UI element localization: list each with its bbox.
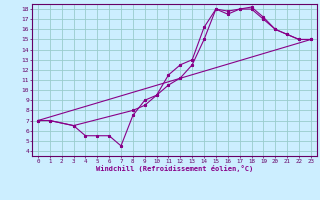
X-axis label: Windchill (Refroidissement éolien,°C): Windchill (Refroidissement éolien,°C) <box>96 165 253 172</box>
